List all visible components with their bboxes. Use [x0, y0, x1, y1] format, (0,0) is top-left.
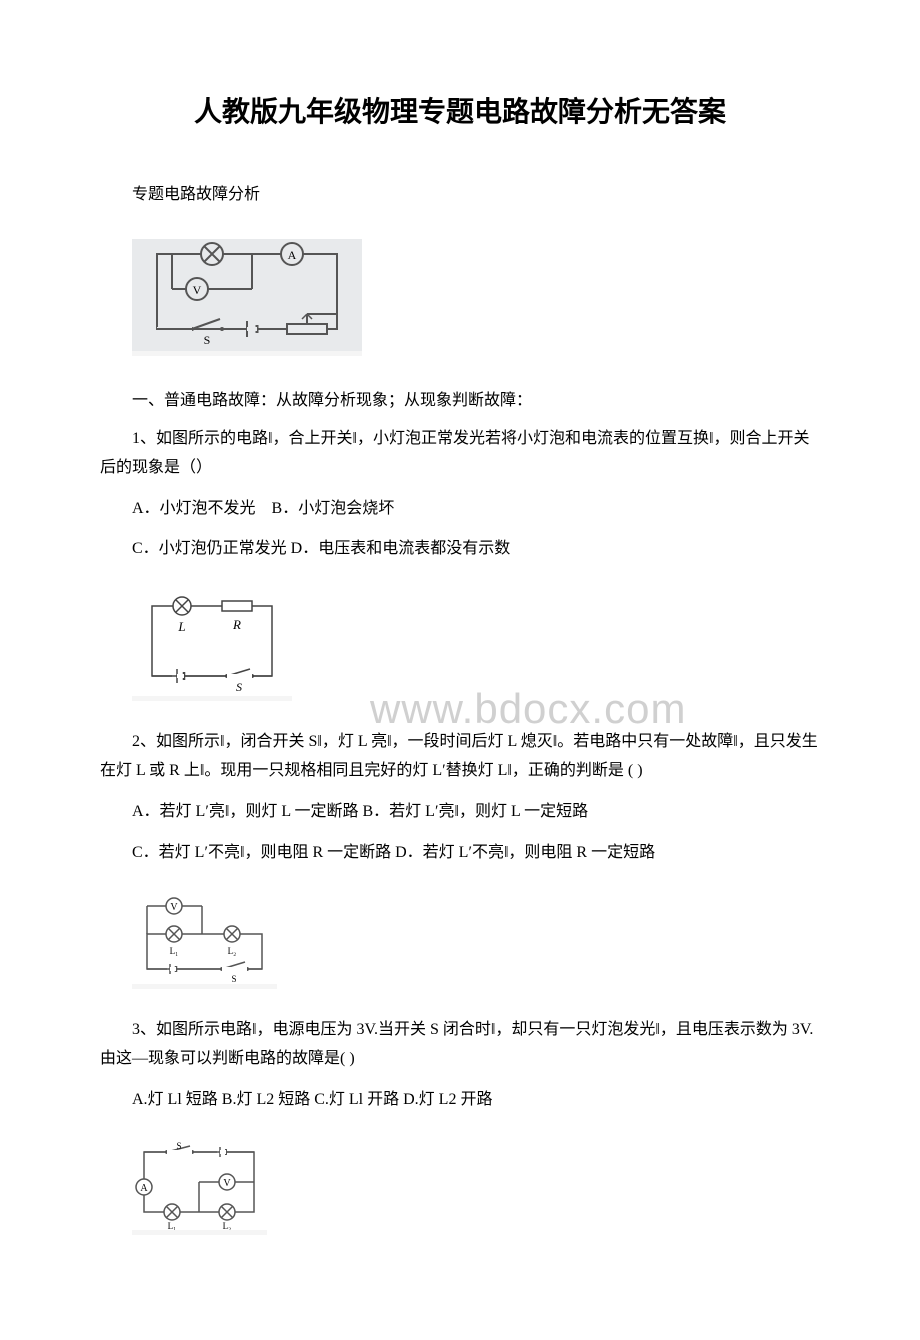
q1-stem: 1、如图所示的电路‖，合上开关‖，小灯泡正常发光若将小灯泡和电流表的位置互换‖，… [100, 425, 820, 483]
watermark-text: www.bdocx.com [370, 685, 686, 733]
q2-options-cd: C．若灯 L′不亮‖，则电阻 R 一定断路 D．若灯 L′不亮‖，则电阻 R 一… [100, 839, 820, 868]
section-heading: 一、普通电路故障：从故障分析现象；从现象判断故障： [100, 386, 820, 410]
svg-text:S: S [236, 680, 242, 694]
q2-stem: 2、如图所示‖，闭合开关 S‖，灯 L 亮‖，一段时间后灯 L 熄灭‖。若电路中… [100, 728, 820, 786]
svg-text:V: V [223, 1178, 231, 1189]
circuit-diagram-4: S A V L₁ L₂ [132, 1142, 267, 1235]
svg-text:L: L [177, 619, 185, 634]
q1-options-ab: A．小灯泡不发光 B．小灯泡会烧坏 [100, 495, 820, 524]
svg-text:L₂: L₂ [228, 946, 237, 956]
q1-options-cd: C．小灯泡仍正常发光 D．电压表和电流表都没有示数 [100, 535, 820, 564]
document-content: 人教版九年级物理专题电路故障分析无答案 专题电路故障分析 A V S [100, 90, 820, 1250]
subtitle: 专题电路故障分析 [100, 180, 820, 204]
q3-options: A.灯 Ll 短路 B.灯 L2 短路 C.灯 Ll 开路 D.灯 L2 开路 [100, 1086, 820, 1115]
q3-stem: 3、如图所示电路‖，电源电压为 3V.当开关 S 闭合时‖，却只有一只灯泡发光‖… [100, 1016, 820, 1074]
svg-text:V: V [193, 283, 202, 297]
svg-text:L₁: L₁ [168, 1221, 177, 1230]
svg-text:A: A [288, 248, 297, 262]
document-title: 人教版九年级物理专题电路故障分析无答案 [100, 90, 820, 130]
svg-text:L₂: L₂ [223, 1221, 232, 1230]
svg-text:S: S [176, 1142, 181, 1151]
svg-text:R: R [232, 617, 241, 632]
svg-text:L₁: L₁ [170, 946, 179, 956]
svg-text:S: S [231, 974, 236, 984]
svg-text:A: A [140, 1183, 148, 1194]
circuit-diagram-1: A V S [132, 239, 362, 356]
svg-text:V: V [170, 902, 178, 913]
q2-options-ab: A．若灯 L′亮‖，则灯 L 一定断路 B．若灯 L′亮‖，则灯 L 一定短路 [100, 798, 820, 827]
circuit-diagram-3: V L₁ L₂ S [132, 894, 277, 989]
circuit-diagram-2: L R S [132, 591, 292, 701]
svg-text:S: S [204, 333, 211, 347]
